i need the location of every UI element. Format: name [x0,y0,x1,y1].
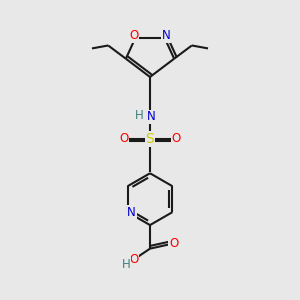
Text: N: N [147,110,156,123]
Text: O: O [171,132,181,145]
Text: H: H [135,109,144,122]
Text: N: N [162,29,171,42]
Text: S: S [146,132,154,146]
Text: H: H [122,258,130,271]
Text: O: O [130,253,139,266]
Text: N: N [127,206,136,219]
Text: O: O [119,132,129,145]
Text: O: O [169,237,178,250]
Text: O: O [129,29,138,42]
